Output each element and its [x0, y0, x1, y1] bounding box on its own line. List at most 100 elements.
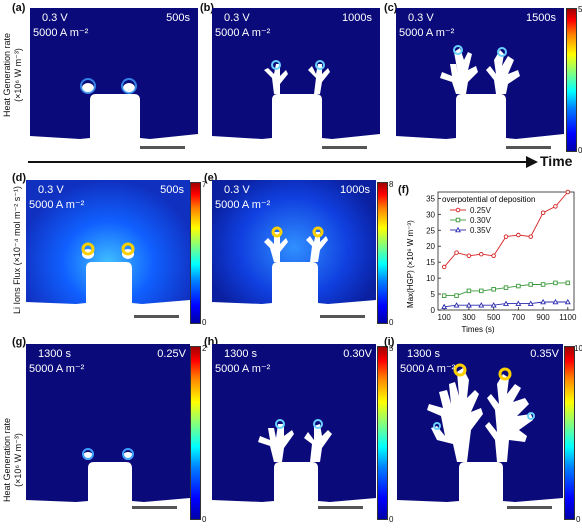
- panel-h-colorbar: [377, 346, 388, 520]
- panel-i-colorbar-max: 10: [574, 344, 582, 353]
- time-arrow-line: [28, 161, 528, 163]
- panel-c-time: 1500s: [526, 12, 556, 24]
- panel-c-current: 5000 A m⁻²: [399, 27, 455, 39]
- panel-e-scalebar: [320, 315, 365, 318]
- time-label: Time: [540, 153, 573, 169]
- panel-d: 0.3 V 5000 A m⁻² 500s: [26, 180, 190, 330]
- panel-b-time: 1000s: [342, 12, 372, 24]
- data-point: [491, 253, 496, 259]
- panel-i-colorbar-min: 0: [576, 515, 581, 524]
- panel-b-current: 5000 A m⁻²: [215, 27, 271, 39]
- data-point: [491, 287, 496, 292]
- y-tick-label: 5: [431, 290, 436, 299]
- data-point: [441, 303, 448, 310]
- x-tick-label: 300: [462, 313, 476, 322]
- data-point: [479, 288, 484, 294]
- panel-c-letter: (c): [384, 2, 398, 14]
- row1-colorbar-max: 5: [578, 5, 582, 14]
- data-point: [503, 300, 509, 306]
- panel-i-simulation: [397, 344, 563, 516]
- x-tick-label: 900: [536, 313, 550, 322]
- panel-e-current: 5000 A m⁻²: [215, 199, 271, 211]
- panel-i-voltage: 0.35V: [530, 348, 559, 360]
- data-point: [553, 204, 558, 209]
- panel-e-voltage: 0.3 V: [224, 184, 250, 196]
- panel-e-colorbar-max: 8: [389, 180, 394, 189]
- data-point: [441, 264, 447, 270]
- panel-e-simulation: [212, 180, 376, 330]
- panel-c-simulation: [396, 8, 564, 160]
- y-tick-label: 25: [426, 226, 435, 235]
- panel-h: 1300 s 5000 A m⁻² 0.30V: [212, 344, 376, 516]
- panel-i-scalebar: [507, 506, 552, 509]
- legend-marker: [455, 207, 461, 213]
- panel-d-scalebar: [134, 315, 179, 318]
- panel-b-scalebar: [322, 146, 367, 149]
- data-point: [515, 300, 522, 306]
- row1-colorbar-min: 0: [578, 146, 582, 155]
- row1-colorbar: [566, 8, 577, 152]
- panel-c: 0.3 V 5000 A m⁻² 1500s: [396, 8, 564, 160]
- panel-b-simulation: [212, 8, 380, 160]
- time-arrow-head: [526, 156, 538, 168]
- panel-d-colorbar-min: 0: [202, 318, 207, 327]
- panel-a: 0.3 V 5000 A m⁻² 500s: [30, 8, 198, 160]
- data-point: [453, 302, 460, 308]
- panel-a-letter: (a): [12, 2, 26, 14]
- x-tick-label: 500: [487, 313, 501, 322]
- y-tick-label: 20: [426, 242, 435, 251]
- legend-marker: [455, 226, 461, 233]
- panel-i-letter: (i): [384, 336, 395, 348]
- y-tick-label: 0: [431, 306, 436, 315]
- panel-g-voltage: 0.25V: [157, 348, 186, 360]
- panel-d-colorbar: [190, 182, 201, 324]
- panel-h-voltage: 0.30V: [343, 348, 372, 360]
- data-point: [478, 302, 485, 308]
- panel-h-current: 5000 A m⁻²: [215, 363, 271, 375]
- data-point: [465, 302, 472, 308]
- panel-a-time: 500s: [166, 12, 190, 24]
- legend-label: 0.25V: [470, 206, 492, 215]
- data-point: [527, 300, 534, 306]
- panel-g-time: 1300 s: [38, 348, 72, 360]
- panel-c-voltage: 0.3 V: [408, 12, 434, 24]
- panel-e-colorbar: [377, 182, 388, 324]
- panel-f-ylabel: Max(HGP) (×10⁶ W m⁻³): [406, 220, 415, 308]
- panel-a-current: 5000 A m⁻²: [33, 27, 89, 39]
- data-point: [516, 283, 521, 289]
- panel-i-time: 1300 s: [407, 348, 441, 360]
- panel-g-current: 5000 A m⁻²: [29, 363, 85, 375]
- data-point: [528, 234, 533, 239]
- data-point: [490, 302, 497, 308]
- panel-f-chart: Max(HGP) (×10⁶ W m⁻³) Times (s) overpote…: [406, 189, 577, 334]
- panel-f-letter: (f): [398, 184, 409, 196]
- panel-h-simulation: [212, 344, 376, 516]
- data-point: [540, 298, 547, 305]
- panel-h-time: 1300 s: [224, 348, 258, 360]
- panel-g-letter: (g): [12, 336, 27, 348]
- panel-e: 0.3 V 5000 A m⁻² 1000s: [212, 180, 376, 330]
- row2-ylabel: Li Ions Flux (×10⁻⁴ mol m⁻² s⁻¹): [12, 186, 22, 314]
- row3-ylabel: Heat Generation rate (×10⁶ W m⁻³): [2, 417, 23, 503]
- panel-i-current: 5000 A m⁻²: [400, 363, 456, 375]
- panel-d-colorbar-max: 7: [202, 180, 207, 189]
- data-point: [466, 288, 472, 294]
- panel-d-simulation: [26, 180, 190, 330]
- panel-b-letter: (b): [200, 2, 215, 14]
- panel-a-voltage: 0.3 V: [42, 12, 68, 24]
- panel-h-colorbar-min: 0: [389, 515, 394, 524]
- y-tick-label: 35: [426, 194, 435, 203]
- panel-e-colorbar-min: 0: [389, 318, 394, 327]
- plot-frame: [437, 191, 575, 311]
- panel-f-xlabel: Times (s): [461, 325, 494, 334]
- row1-ylabel: Heat Generation rate (×10⁶ W m⁻³): [2, 32, 23, 118]
- panel-g-colorbar-min: 0: [202, 515, 207, 524]
- panel-g-colorbar: [190, 346, 201, 520]
- y-tick-label: 15: [426, 258, 435, 267]
- data-point: [552, 298, 559, 305]
- data-point: [516, 232, 521, 238]
- panel-d-time: 500s: [160, 184, 184, 196]
- panel-e-time: 1000s: [340, 184, 370, 196]
- data-point: [479, 251, 484, 257]
- legend-label: 0.30V: [470, 216, 492, 225]
